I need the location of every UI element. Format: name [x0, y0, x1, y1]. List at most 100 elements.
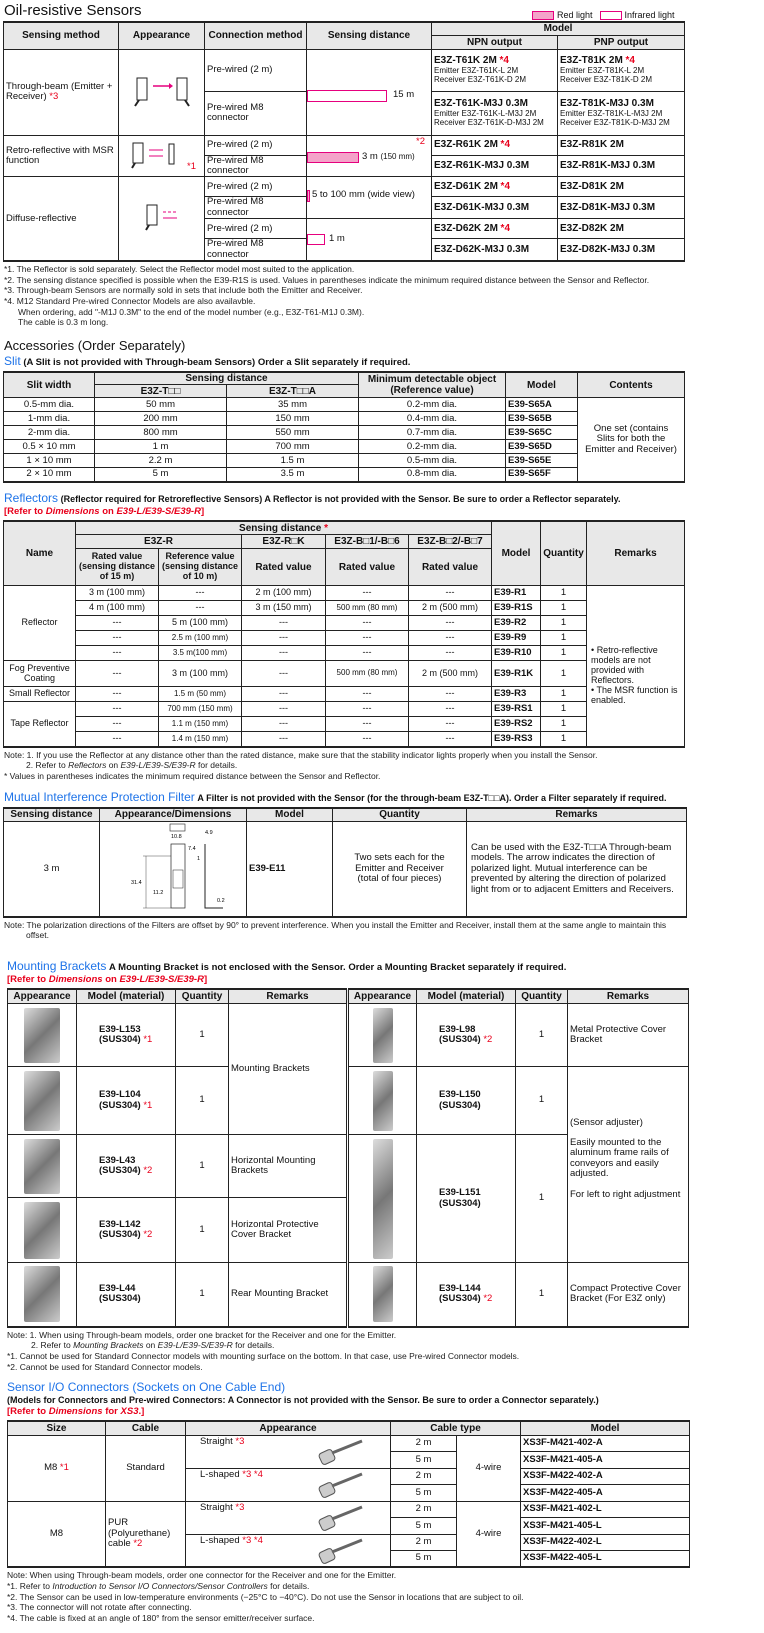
- cell: 1: [540, 686, 588, 703]
- cell: 0.5 × 10 mm: [3, 439, 95, 455]
- cell: ---: [241, 716, 326, 733]
- cell: 1: [175, 1134, 229, 1199]
- footnote-mark: *4: [625, 55, 635, 67]
- cell: ---: [325, 716, 409, 733]
- connector-icon: [318, 1505, 363, 1531]
- model-pnp: E3Z-D82K 2M: [556, 218, 686, 240]
- header-appearance: Appearance/Dimensions: [99, 806, 247, 823]
- header-name: Name: [3, 519, 76, 587]
- filter-note: Note: The polarization directions of the…: [4, 919, 667, 941]
- cell: 1.1 m (150 mm): [158, 716, 242, 733]
- brackets-heading: Mounting Brackets: [7, 958, 107, 973]
- receiver-model: Receiver E3Z-T61K-D 2M: [434, 74, 527, 84]
- emitter-model: Emitter E3Z-T61K-L-M3J 2M: [434, 108, 537, 118]
- footnote: The cable is 0.3 m long.: [18, 317, 109, 328]
- cell: ---: [325, 645, 409, 662]
- header-connection: Connection method: [204, 21, 307, 50]
- dim-label: 1: [197, 856, 200, 862]
- cell: 1 m: [94, 439, 227, 455]
- method-retro: Retro-reflective with MSR function: [3, 134, 119, 178]
- table-row: 1-mm dia. 200 mm 150 mm 0.4-mm dia. E39-S65B: [3, 411, 685, 427]
- model: E3Z-R81K-M3J 0.3M: [560, 160, 656, 172]
- header-remarks: Remarks: [228, 987, 348, 1005]
- header-model: Model: [491, 519, 542, 587]
- cell: 200 mm: [94, 411, 227, 427]
- header-distance: Sensing distance: [306, 21, 432, 50]
- connectors-refer-link[interactable]: [Refer to Dimensions for XS3.]: [7, 1406, 145, 1418]
- cell: 1 × 10 mm: [3, 453, 95, 469]
- model-pnp: E3Z-R81K 2M: [556, 134, 686, 156]
- table-row: Fog Preventive Coating --- 3 m (100 mm) ---…: [3, 660, 685, 688]
- filter-dimensions-drawing: 10.8 7.4 4.9 1 31.4 11.2 0.2: [99, 821, 247, 918]
- header-quantity: Quantity: [175, 987, 229, 1005]
- cell: 1: [540, 630, 588, 647]
- bracket-remark: (Sensor adjuster): [567, 1066, 689, 1135]
- cell: 3 m (150 mm): [241, 600, 326, 617]
- table-row: M8 PUR (Polyurethane) cable *2 Straight *…: [7, 1500, 691, 1568]
- header-size: Size: [7, 1420, 106, 1436]
- header-e3z-ta: E3Z-T□□A: [226, 384, 359, 399]
- bracket-photo: [7, 1003, 77, 1068]
- model-pnp: E3Z-D81K 2M: [556, 176, 686, 198]
- filter-model: E39-E11: [246, 821, 333, 918]
- cell: E39-S65A: [505, 397, 578, 413]
- cell: E39-RS1: [491, 701, 542, 718]
- cell: 2 m (500 mm): [407, 660, 493, 688]
- connection-m8: Pre-wired M8 connector: [204, 238, 307, 262]
- emitter-model: Emitter E3Z-T81K-L 2M: [560, 65, 645, 75]
- cell: 5 m (100 mm): [158, 615, 242, 632]
- bracket-photo: [346, 1003, 417, 1068]
- cell: 1: [515, 1066, 568, 1136]
- header-rated: Rated value: [407, 548, 493, 587]
- cell: ---: [407, 630, 493, 647]
- distance-diffuse-wide: 5 to 100 mm (wide view): [306, 176, 432, 220]
- cell: 800 mm: [94, 425, 227, 441]
- bracket-photo: [7, 1134, 77, 1199]
- cell: 3.5 m: [226, 467, 359, 483]
- cell: 1: [540, 716, 588, 733]
- cell: ---: [241, 615, 326, 632]
- model-npn: E3Z-R61K-M3J 0.3M: [431, 154, 558, 178]
- header-cable-type: Cable type: [389, 1420, 522, 1436]
- cell: 50 mm: [94, 397, 227, 413]
- reflectors-refer-link[interactable]: [Refer to Dimensions on E39-L/E39-S/E39-…: [4, 505, 205, 517]
- cell: E39-RS3: [491, 731, 542, 748]
- legend-infrared-label: Infrared light: [624, 10, 675, 20]
- table-row: L-shaped *3 *4 2 m XS3F-M422-402-L: [8, 1533, 691, 1568]
- header-quantity: Quantity: [332, 806, 467, 823]
- cell: ---: [241, 731, 326, 748]
- cell: 1.5 m: [226, 453, 359, 469]
- header-e3z-t: E3Z-T□□: [94, 384, 227, 399]
- footnote-mark: *4: [500, 223, 510, 235]
- model-pnp: E3Z-D82K-M3J 0.3M: [556, 238, 686, 262]
- footnote: *3. Through-beam Sensors are normally so…: [4, 285, 363, 296]
- cell: 1: [175, 1066, 229, 1136]
- note: Note: When using Through-beam models, or…: [7, 1570, 397, 1581]
- cell: XS3F-M422-405-A: [520, 1483, 691, 1502]
- header-remarks: Remarks: [567, 987, 689, 1005]
- header-distance: Sensing distance: [94, 370, 359, 386]
- cell: ---: [407, 731, 493, 748]
- distance-value: 1 m: [329, 233, 345, 245]
- cell: ---: [407, 686, 493, 703]
- model-pnp-through-m8: E3Z-T81K-M3J 0.3M Emitter E3Z-T81K-L-M3J …: [556, 90, 686, 136]
- table-row: Small Reflector --- 1.5 m (50 mm) --- --- ---…: [3, 686, 685, 703]
- appearance-lshaped: L-shaped *3 *4: [185, 1533, 391, 1568]
- cell: 2 m (500 mm): [407, 600, 493, 617]
- cell: 0.2-mm dia.: [358, 397, 506, 413]
- cell: 1: [515, 1262, 568, 1328]
- model-npn: E3Z-R61K 2M *4: [431, 134, 558, 156]
- infrared-light-swatch: [599, 10, 622, 20]
- header-remarks: Remarks: [466, 806, 687, 823]
- cell: 0.5-mm dia.: [3, 397, 95, 413]
- header-appearance: Appearance: [7, 987, 77, 1005]
- brackets-refer-link[interactable]: [Refer to Dimensions on E39-L/E39-S/E39-…: [7, 973, 208, 985]
- cell: 1: [540, 600, 588, 617]
- cell: 2 m: [390, 1467, 457, 1485]
- accessories-heading: Accessories (Order Separately): [4, 337, 186, 353]
- cell: 1: [540, 731, 588, 748]
- header-e3z-rk: E3Z-R□K: [241, 534, 326, 550]
- cell: ---: [75, 630, 159, 647]
- connection-m8: Pre-wired M8 connector: [204, 154, 307, 178]
- cell: ---: [407, 701, 493, 718]
